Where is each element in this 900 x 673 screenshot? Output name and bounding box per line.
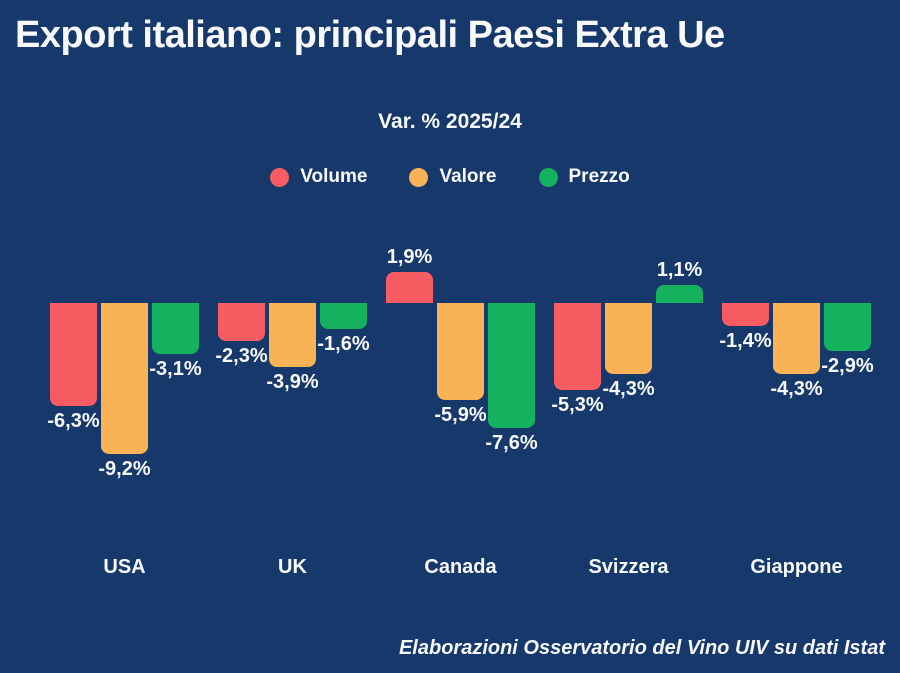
category-label-canada: Canada	[424, 556, 497, 578]
bar-valore-uk	[269, 303, 316, 367]
value-label-volume-canada: 1,9%	[386, 245, 433, 268]
chart-legend: Volume Valore Prezzo	[0, 166, 900, 188]
bar-valore-giappone	[773, 303, 820, 374]
legend-item-prezzo: Prezzo	[538, 166, 630, 188]
legend-item-volume: Volume	[270, 166, 367, 188]
value-label-prezzo-svizzera: 1,1%	[656, 258, 703, 281]
chart-subtitle: Var. % 2025/24	[378, 110, 522, 133]
bar-volume-giappone	[722, 303, 769, 326]
bar-prezzo-giappone	[824, 303, 871, 351]
value-label-prezzo-uk: -1,6%	[317, 333, 370, 356]
legend-dot-icon	[538, 167, 558, 187]
legend-item-valore: Valore	[409, 166, 497, 188]
value-label-valore-usa: -9,2%	[98, 457, 151, 480]
value-label-volume-giappone: -1,4%	[719, 329, 772, 352]
legend-dot-icon	[270, 167, 290, 187]
legend-dot-icon	[409, 167, 429, 187]
bar-prezzo-canada	[488, 303, 535, 428]
category-label-svizzera: Svizzera	[588, 556, 669, 578]
chart-title: Export italiano: principali Paesi Extra …	[15, 14, 725, 56]
bar-prezzo-svizzera	[656, 284, 703, 303]
value-label-volume-usa: -6,3%	[47, 410, 100, 433]
bar-volume-usa	[50, 303, 97, 407]
value-label-prezzo-canada: -7,6%	[485, 431, 538, 454]
bar-prezzo-uk	[320, 303, 367, 330]
legend-label: Prezzo	[568, 166, 630, 187]
category-label-usa: USA	[103, 556, 146, 578]
value-label-valore-uk: -3,9%	[266, 370, 319, 393]
value-label-volume-svizzera: -5,3%	[551, 393, 604, 416]
value-label-valore-giappone: -4,3%	[770, 377, 823, 400]
bar-volume-uk	[218, 303, 265, 341]
value-label-prezzo-usa: -3,1%	[149, 357, 202, 380]
legend-label: Volume	[300, 166, 368, 187]
category-label-uk: UK	[278, 556, 307, 578]
bar-volume-svizzera	[554, 303, 601, 390]
bar-volume-canada	[386, 271, 433, 303]
source-credit: Elaborazioni Osservatorio del Vino UIV s…	[398, 637, 885, 659]
value-label-volume-uk: -2,3%	[215, 344, 268, 367]
bar-valore-usa	[101, 303, 148, 454]
bar-valore-canada	[437, 303, 484, 400]
category-label-giappone: Giappone	[750, 556, 843, 578]
bar-valore-svizzera	[605, 303, 652, 374]
value-label-valore-canada: -5,9%	[434, 403, 487, 426]
legend-label: Valore	[439, 166, 497, 187]
value-label-prezzo-giappone: -2,9%	[821, 354, 874, 377]
value-label-valore-svizzera: -4,3%	[602, 377, 655, 400]
bar-prezzo-usa	[152, 303, 199, 354]
